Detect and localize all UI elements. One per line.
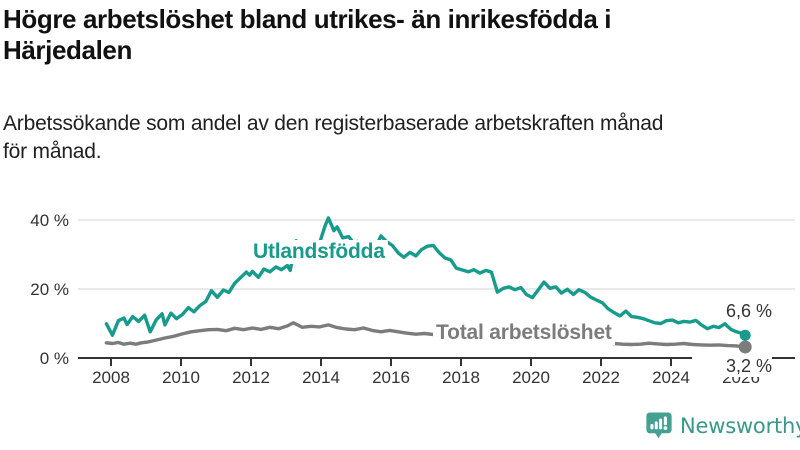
x-tick-label-2008: 2008 [92, 368, 130, 387]
exclamation-stroke [663, 416, 667, 426]
series-end-dot-0 [739, 329, 751, 341]
chart-subtitle: Arbetssökande som andel av den registerb… [3, 110, 793, 166]
newsworthy-logo-icon [646, 412, 672, 439]
x-tick-label-2024: 2024 [652, 368, 690, 387]
series-label-total-arbetsloshet: Total arbetslöshet [433, 321, 615, 345]
chart-subtitle-line-1: Arbetssökande som andel av den registerb… [3, 112, 664, 135]
bar-3 [659, 418, 663, 430]
y-tick-label-40: 40 % [30, 211, 69, 230]
series-end-dot-1 [738, 340, 752, 354]
brand-footer: Newsworthy [645, 410, 800, 442]
speech-bubble-shape [646, 412, 672, 439]
end-value-label-utlandsfodda: 6,6 % [725, 301, 772, 321]
series-label-utlandsfodda: Utlandsfödda [250, 240, 388, 264]
x-tick-label-2016: 2016 [372, 368, 410, 387]
chart-title-line-1: Högre arbetslöshet bland utrikes- än inr… [3, 4, 612, 34]
end-value-label-total: 3,2 % [692, 356, 772, 377]
x-tick-label-2022: 2022 [582, 368, 620, 387]
x-tick-label-2014: 2014 [302, 368, 340, 387]
x-tick-label-2018: 2018 [442, 368, 480, 387]
x-tick-label-2020: 2020 [512, 368, 550, 387]
series-line-0 [104, 216, 747, 337]
x-tick-label-2010: 2010 [162, 368, 200, 387]
exclamation-dot [663, 426, 668, 430]
brand-name: Newsworthy [680, 414, 800, 438]
x-tick-label-2012: 2012 [232, 368, 270, 387]
chart-title: Högre arbetslöshet bland utrikes- än inr… [3, 4, 773, 66]
series-line-1 [104, 321, 747, 349]
y-tick-label-0: 0 % [40, 349, 69, 368]
chart-subtitle-line-2: för månad. [3, 140, 102, 163]
bar-2 [654, 421, 658, 430]
chart-title-line-2: Härjedalen [3, 35, 132, 65]
bar-1 [650, 424, 654, 430]
y-tick-label-20: 20 % [30, 280, 69, 299]
